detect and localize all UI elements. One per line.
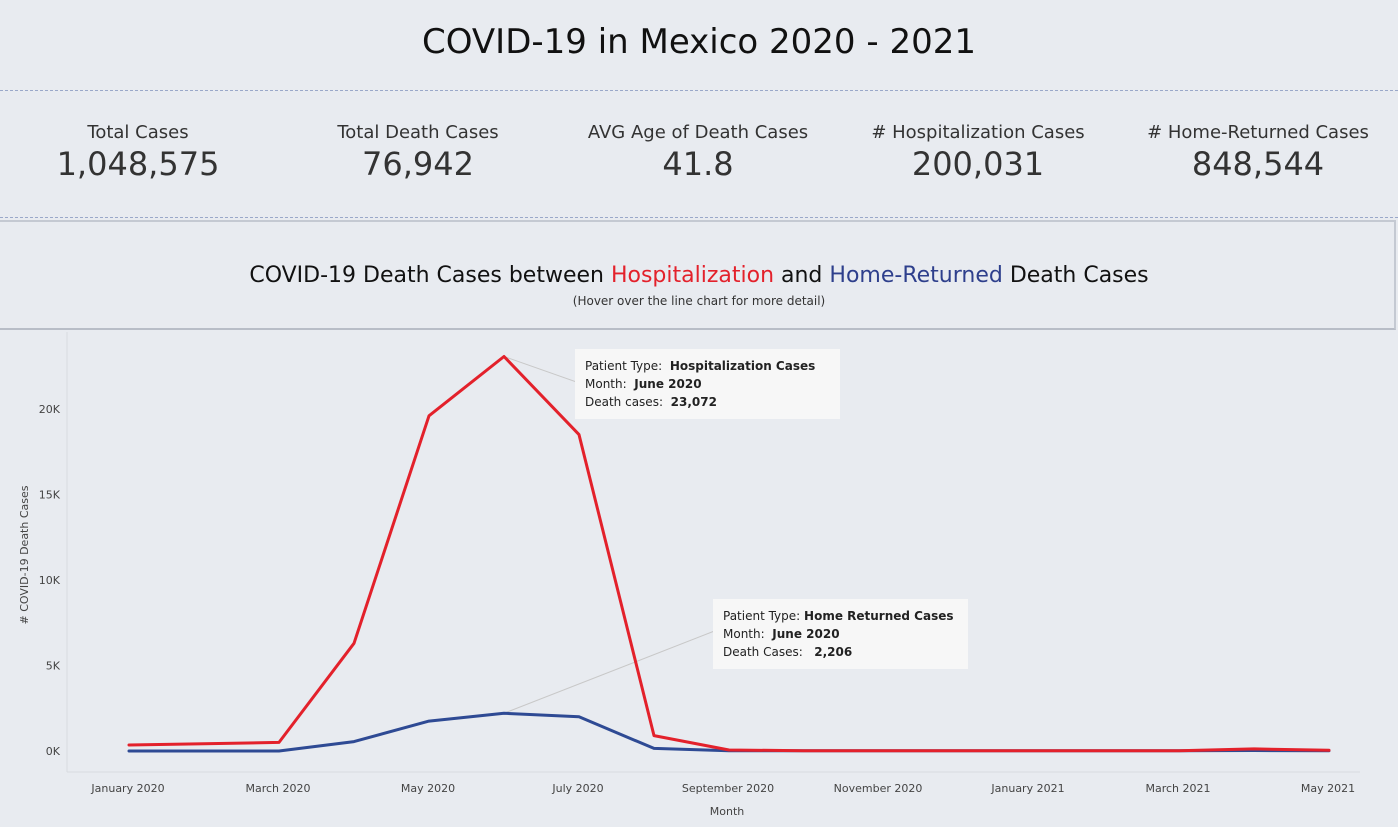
y-tick-label: 5K bbox=[46, 660, 61, 673]
x-tick-label: January 2020 bbox=[90, 782, 164, 795]
series-line-hospitalization bbox=[127, 355, 1331, 753]
series-line-home-returned bbox=[127, 711, 1331, 753]
x-tick-label: March 2020 bbox=[245, 782, 310, 795]
tooltip-month-label: Month: bbox=[723, 627, 765, 641]
x-tick-label: March 2021 bbox=[1145, 782, 1210, 795]
tooltip-type-label: Patient Type: bbox=[723, 609, 801, 623]
kpi-total-death-cases: Total Death Cases 76,942 bbox=[278, 122, 558, 183]
kpi-label: Total Cases bbox=[87, 122, 189, 143]
x-tick-label: January 2021 bbox=[990, 782, 1064, 795]
tooltip-leader-home-returned bbox=[503, 629, 718, 714]
tooltip-type-value: Hospitalization Cases bbox=[669, 359, 816, 373]
tooltip-deaths-label: Death Cases: bbox=[723, 645, 803, 659]
x-tick-label: November 2020 bbox=[834, 782, 923, 795]
kpi-hospitalization-cases: # Hospitalization Cases 200,031 bbox=[838, 122, 1118, 183]
chart-title-suffix: Death Cases bbox=[1002, 263, 1149, 288]
y-tick-label: 15K bbox=[39, 489, 61, 502]
kpi-avg-age: AVG Age of Death Cases 41.8 bbox=[558, 122, 838, 183]
kpi-value: 1,048,575 bbox=[56, 145, 220, 183]
kpi-value: 76,942 bbox=[362, 145, 474, 183]
kpi-value: 41.8 bbox=[662, 145, 734, 183]
kpi-home-returned-cases: # Home-Returned Cases 848,544 bbox=[1118, 122, 1398, 183]
kpi-divider bbox=[0, 217, 1398, 218]
title-divider bbox=[0, 90, 1398, 91]
line-chart[interactable]: 0K 5K 10K 15K 20K January 2020 March 2020 May 2… bbox=[0, 332, 1398, 827]
x-tick-label: May 2020 bbox=[401, 782, 455, 795]
tooltip-type-value: Home Returned Cases bbox=[804, 609, 954, 623]
kpi-total-cases: Total Cases 1,048,575 bbox=[0, 122, 278, 183]
kpi-label: # Home-Returned Cases bbox=[1147, 122, 1369, 143]
tooltip-home-returned: Patient Type: Home Returned Cases Month:… bbox=[713, 599, 968, 669]
x-tick-label: September 2020 bbox=[682, 782, 774, 795]
chart-title-home-returned: Home-Returned bbox=[829, 263, 1003, 288]
chart-title-hospitalization: Hospitalization bbox=[610, 263, 775, 288]
tooltip-month-value: June 2020 bbox=[634, 377, 702, 391]
kpi-value: 848,544 bbox=[1191, 145, 1325, 183]
x-tick-label: May 2021 bbox=[1301, 782, 1355, 795]
y-tick-label: 0K bbox=[46, 745, 61, 758]
kpi-label: # Hospitalization Cases bbox=[871, 122, 1085, 143]
kpi-value: 200,031 bbox=[911, 145, 1045, 183]
chart-title-panel bbox=[0, 220, 1396, 330]
tooltip-leader-hospitalization bbox=[503, 355, 586, 386]
tooltip-hospitalization: Patient Type: Hospitalization Cases Mont… bbox=[575, 349, 840, 419]
x-tick-label: July 2020 bbox=[551, 782, 603, 795]
kpi-label: Total Death Cases bbox=[337, 122, 499, 143]
chart-title-prefix: COVID-19 Death Cases between bbox=[249, 263, 611, 288]
dashboard-title: COVID-19 in Mexico 2020 - 2021 bbox=[422, 22, 976, 62]
tooltip-type-label: Patient Type: bbox=[585, 359, 663, 373]
y-tick-label: 10K bbox=[39, 574, 61, 587]
x-axis-title: Month bbox=[710, 805, 745, 818]
chart-title: COVID-19 Death Cases between Hospitaliza… bbox=[0, 263, 1398, 288]
tooltip-deaths-label: Death cases: bbox=[585, 395, 663, 409]
y-axis-title: # COVID-19 Death Cases bbox=[18, 485, 31, 624]
tooltip-month-value: June 2020 bbox=[772, 627, 840, 641]
tooltip-month-label: Month: bbox=[585, 377, 627, 391]
tooltip-deaths-value: 2,206 bbox=[814, 645, 853, 659]
chart-hint: (Hover over the line chart for more deta… bbox=[572, 294, 826, 308]
y-tick-label: 20K bbox=[39, 403, 61, 416]
tooltip-deaths-value: 23,072 bbox=[670, 395, 717, 409]
chart-title-middle: and bbox=[774, 263, 830, 288]
kpi-label: AVG Age of Death Cases bbox=[587, 122, 809, 143]
